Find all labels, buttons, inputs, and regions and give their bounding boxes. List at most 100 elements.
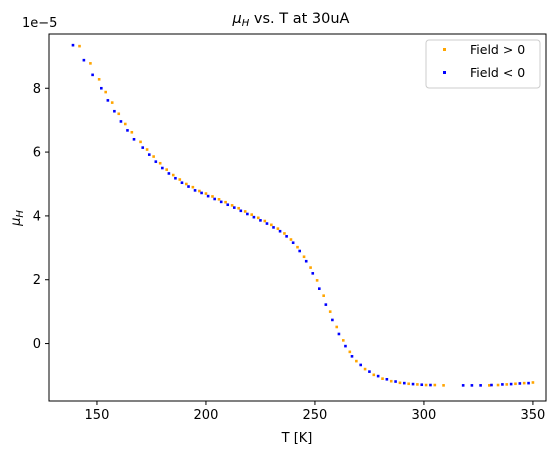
point-field-negative <box>291 241 295 245</box>
point-field-positive <box>178 178 182 181</box>
point-field-negative <box>259 219 262 222</box>
point-field-negative <box>304 259 308 263</box>
point-field-positive <box>97 78 101 81</box>
point-field-negative <box>106 99 110 102</box>
point-field-negative <box>324 303 328 306</box>
point-field-positive <box>496 383 500 387</box>
x-tick-label: 250 <box>303 408 328 423</box>
point-field-negative <box>174 176 177 180</box>
point-field-positive <box>309 266 312 269</box>
point-field-positive <box>363 367 367 371</box>
point-field-negative <box>331 318 334 322</box>
point-field-positive <box>442 384 445 387</box>
point-field-positive <box>505 383 509 386</box>
point-field-negative <box>318 287 321 290</box>
point-field-positive <box>145 148 149 151</box>
point-field-positive <box>488 384 491 387</box>
point-field-negative <box>376 374 380 378</box>
point-field-positive <box>407 382 410 386</box>
point-field-negative <box>509 382 513 386</box>
point-field-positive <box>243 210 247 213</box>
point-field-positive <box>389 379 393 383</box>
point-field-negative <box>154 160 158 163</box>
point-field-positive <box>211 195 214 198</box>
data-points <box>71 43 535 387</box>
point-field-negative <box>239 209 243 213</box>
x-tick-label: 350 <box>521 408 546 423</box>
point-field-positive <box>165 168 169 171</box>
point-field-negative <box>206 194 210 198</box>
point-field-positive <box>130 130 134 134</box>
point-field-negative <box>82 58 86 62</box>
point-field-negative <box>337 332 341 336</box>
point-field-positive <box>224 200 227 204</box>
point-field-positive <box>302 255 306 259</box>
point-field-negative <box>232 206 236 209</box>
y-tick-label: 4 <box>33 209 41 224</box>
point-field-negative <box>141 146 145 149</box>
point-field-positive <box>152 155 155 158</box>
point-field-negative <box>285 235 288 238</box>
point-field-negative <box>350 355 354 358</box>
y-offset-text: 1e−5 <box>22 16 57 31</box>
point-field-positive <box>171 173 175 177</box>
point-field-positive <box>191 185 195 189</box>
point-field-negative <box>71 43 75 47</box>
x-tick-label: 300 <box>412 408 437 423</box>
point-field-positive <box>348 350 352 354</box>
point-field-negative <box>132 138 136 141</box>
point-field-positive <box>381 377 384 380</box>
point-field-positive <box>270 223 273 227</box>
point-field-negative <box>113 109 116 113</box>
point-field-positive <box>398 381 402 385</box>
point-field-positive <box>355 359 358 363</box>
y-tick-label: 0 <box>33 337 41 352</box>
point-field-negative <box>167 172 171 175</box>
point-field-negative <box>470 384 474 387</box>
x-tick-label: 200 <box>194 408 219 423</box>
y-axis: 0 2 4 6 8 <box>33 82 49 352</box>
point-field-positive <box>117 112 121 116</box>
point-field-negative <box>501 383 504 386</box>
point-field-positive <box>322 294 325 297</box>
point-field-positive <box>204 192 208 195</box>
point-field-negative <box>527 381 530 385</box>
point-field-negative <box>461 384 465 387</box>
point-field-negative <box>193 189 197 192</box>
point-field-positive <box>230 204 234 207</box>
point-field-positive <box>263 219 267 223</box>
point-field-negative <box>403 381 406 385</box>
legend-label-field-negative: Field < 0 <box>470 65 525 80</box>
point-field-positive <box>198 189 201 193</box>
point-field-positive <box>139 140 142 144</box>
point-field-positive <box>256 216 260 220</box>
y-axis-label: μH <box>9 210 26 227</box>
point-field-positive <box>433 383 437 387</box>
point-field-positive <box>185 182 188 186</box>
point-field-negative <box>246 212 249 216</box>
point-field-positive <box>315 279 319 282</box>
point-field-positive <box>110 101 114 104</box>
point-field-negative <box>147 153 151 156</box>
point-field-negative <box>219 200 223 204</box>
legend-label-field-positive: Field > 0 <box>470 42 525 57</box>
point-field-positive <box>522 381 526 385</box>
x-tick-label: 150 <box>85 408 110 423</box>
point-field-negative <box>265 222 269 225</box>
point-field-positive <box>78 44 81 48</box>
point-field-negative <box>213 197 216 201</box>
y-tick-label: 2 <box>33 273 41 288</box>
point-field-positive <box>217 198 221 201</box>
point-field-negative <box>91 73 94 77</box>
point-field-positive <box>296 245 299 249</box>
point-field-negative <box>200 191 203 195</box>
legend-box <box>425 39 541 89</box>
point-field-negative <box>359 363 363 367</box>
point-field-positive <box>89 62 92 65</box>
point-field-negative <box>119 120 123 123</box>
x-axis-label: T [K] <box>281 431 313 446</box>
point-field-negative <box>344 344 347 348</box>
legend: Field > 0 Field < 0 <box>425 39 541 89</box>
point-field-positive <box>250 213 254 216</box>
point-field-positive <box>158 161 162 165</box>
